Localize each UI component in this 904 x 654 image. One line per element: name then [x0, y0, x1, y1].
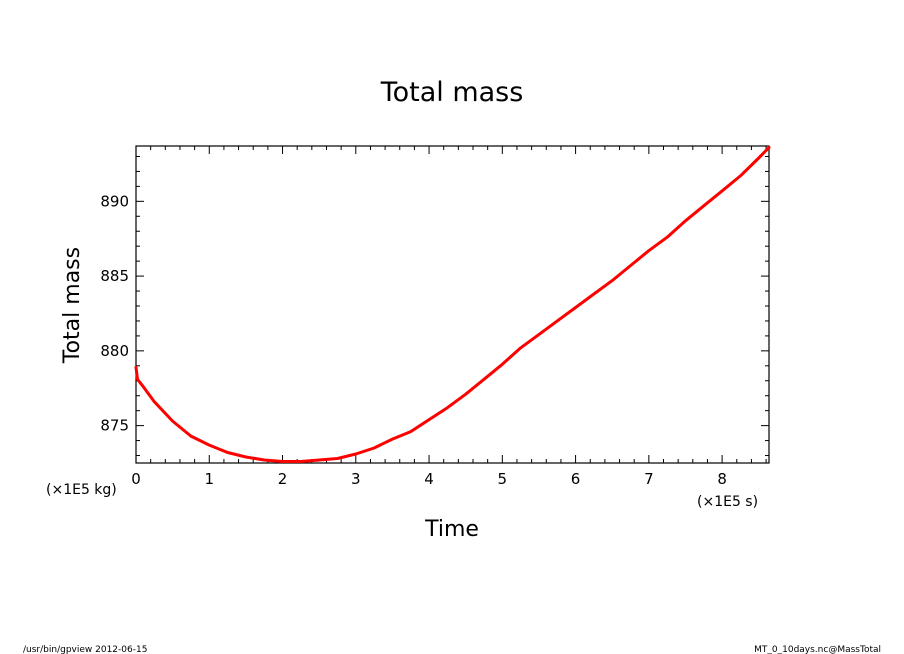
- series-line: [134, 146, 771, 463]
- x-axis-unit: (×1E5 s): [697, 494, 758, 510]
- y-axis-unit: (×1E5 kg): [46, 482, 117, 498]
- x-tick-label: 1: [204, 470, 214, 488]
- axis-ticks: [135, 146, 769, 463]
- chart-title: Total mass: [380, 77, 524, 108]
- plot-frame: [135, 145, 770, 464]
- footer-left: /usr/bin/gpview 2012-06-15: [23, 645, 147, 654]
- y-tick-label: 885: [100, 267, 129, 285]
- footer-right: MT_0_10days.nc@MassTotal: [754, 645, 881, 654]
- x-tick-label: 4: [424, 470, 434, 488]
- x-tick-label: 8: [717, 470, 727, 488]
- y-tick-label: 875: [100, 417, 129, 435]
- y-axis-label: Total mass: [60, 247, 85, 364]
- x-tick-label: 0: [131, 470, 141, 488]
- x-axis-label: Time: [424, 517, 479, 542]
- y-tick-label: 890: [100, 192, 129, 210]
- x-tick-label: 5: [498, 470, 508, 488]
- y-tick-label: 880: [100, 342, 129, 360]
- x-tick-label: 7: [644, 470, 654, 488]
- x-tick-label: 2: [278, 470, 288, 488]
- tick-labels: 0 1 2 3 4 5 6 7 8 875 880 885 890: [100, 192, 727, 488]
- x-tick-label: 3: [351, 470, 361, 488]
- x-tick-label: 6: [571, 470, 581, 488]
